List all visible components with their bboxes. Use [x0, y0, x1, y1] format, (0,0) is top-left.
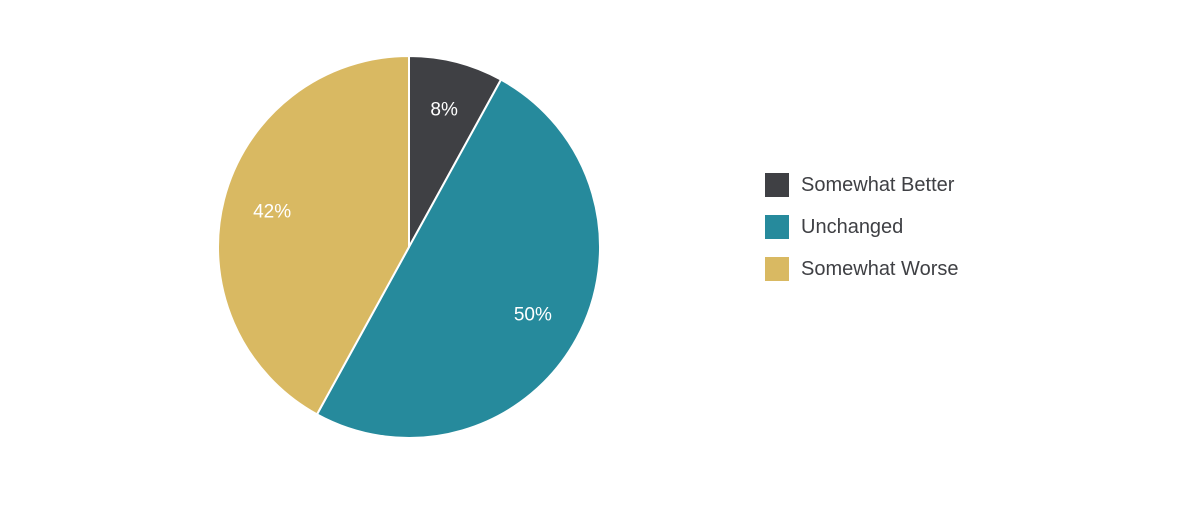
pie-slice-somewhat-better: [408, 55, 503, 248]
data-label-unchanged: 50%: [514, 305, 552, 326]
legend-swatch-unchanged: [765, 215, 789, 239]
pie-slice-somewhat-worse: [217, 55, 410, 416]
legend-label-unchanged: Unchanged: [801, 216, 903, 238]
legend-swatch-somewhat-worse: [765, 257, 789, 281]
legend-item-unchanged: Unchanged: [765, 215, 903, 239]
legend: Somewhat Better Unchanged Somewhat Worse: [765, 173, 958, 281]
data-label-somewhat-worse: 42%: [253, 201, 291, 222]
legend-item-somewhat-better: Somewhat Better: [765, 173, 955, 197]
pie-slice-unchanged: [315, 78, 601, 439]
data-label-somewhat-better: 8%: [430, 100, 458, 121]
legend-item-somewhat-worse: Somewhat Worse: [765, 257, 958, 281]
legend-swatch-somewhat-better: [765, 173, 789, 197]
pie-slices: [217, 55, 601, 439]
pie-data-labels: 8% 50% 42%: [253, 100, 552, 326]
legend-label-somewhat-worse: Somewhat Worse: [801, 258, 958, 280]
legend-label-somewhat-better: Somewhat Better: [801, 174, 955, 196]
